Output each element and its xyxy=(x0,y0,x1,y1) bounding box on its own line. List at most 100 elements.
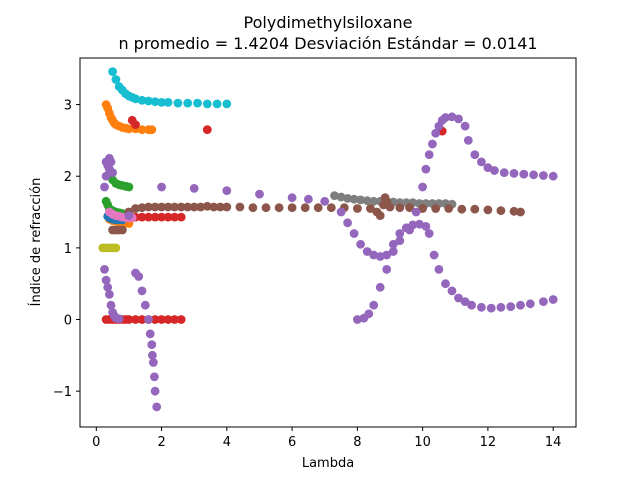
data-point xyxy=(343,194,352,203)
data-point xyxy=(170,315,180,324)
x-axis: 0 2 4 6 8 10 12 14 xyxy=(92,427,561,450)
data-point xyxy=(447,286,457,296)
y-axis-label: Índice de refracción xyxy=(28,178,44,307)
data-point xyxy=(202,99,212,109)
data-point xyxy=(100,265,109,274)
data-point xyxy=(222,202,232,212)
data-point xyxy=(375,211,385,221)
x-tick-label: 6 xyxy=(288,435,296,450)
data-point xyxy=(163,315,173,324)
data-point xyxy=(163,202,173,212)
data-point xyxy=(189,184,199,193)
data-point xyxy=(434,265,444,274)
data-point xyxy=(163,98,173,107)
data-point xyxy=(356,195,365,205)
data-point xyxy=(385,202,395,212)
data-point xyxy=(150,202,160,212)
data-point xyxy=(124,315,134,324)
data-point xyxy=(274,203,284,213)
data-point xyxy=(176,202,186,212)
data-point xyxy=(131,204,140,213)
data-point xyxy=(137,315,147,324)
data-point xyxy=(421,222,431,231)
data-point xyxy=(145,329,155,339)
data-point xyxy=(382,265,392,274)
data-point xyxy=(124,211,134,221)
data-point xyxy=(470,150,480,160)
data-point xyxy=(157,212,167,222)
data-point xyxy=(111,75,121,84)
data-point xyxy=(525,299,535,309)
data-point xyxy=(441,113,450,122)
data-point xyxy=(147,340,157,349)
data-point xyxy=(131,315,140,324)
data-point xyxy=(405,225,414,235)
data-point xyxy=(496,206,506,216)
data-point xyxy=(395,229,405,238)
x-tick-label: 12 xyxy=(480,435,497,450)
data-point xyxy=(150,97,160,107)
data-point xyxy=(431,128,441,138)
x-tick-label: 8 xyxy=(353,435,361,450)
data-point xyxy=(287,193,297,203)
data-point xyxy=(144,96,153,106)
data-point xyxy=(424,229,434,238)
data-point xyxy=(150,315,160,324)
data-point xyxy=(150,386,160,396)
x-tick-label: 10 xyxy=(414,435,431,450)
data-point xyxy=(144,212,153,222)
data-point xyxy=(506,302,516,311)
data-point xyxy=(421,164,431,174)
data-point xyxy=(395,236,405,246)
data-point xyxy=(516,300,525,310)
chart-title: Polydimethylsiloxane xyxy=(244,13,413,32)
data-point xyxy=(548,171,558,181)
data-point xyxy=(486,303,496,313)
y-tick-label: 1 xyxy=(64,242,72,257)
data-point xyxy=(539,297,548,306)
data-point xyxy=(137,286,147,296)
data-point xyxy=(157,315,167,324)
data-point xyxy=(375,282,385,292)
data-point xyxy=(106,300,116,310)
data-point xyxy=(539,171,548,180)
data-point xyxy=(137,125,147,135)
data-point xyxy=(209,202,219,212)
data-point xyxy=(124,182,134,192)
data-point xyxy=(388,239,398,249)
data-point xyxy=(140,300,150,310)
data-point xyxy=(519,169,529,179)
data-point xyxy=(411,207,421,217)
data-point xyxy=(101,157,111,167)
data-point xyxy=(366,204,375,213)
data-point xyxy=(444,204,454,213)
data-point xyxy=(418,182,427,192)
data-point xyxy=(509,169,519,178)
data-point xyxy=(137,203,147,213)
data-point xyxy=(108,67,117,76)
data-point xyxy=(349,229,359,238)
data-point xyxy=(362,196,372,206)
y-tick-label: 2 xyxy=(64,170,72,185)
data-point xyxy=(176,315,186,324)
plot-area xyxy=(98,67,558,412)
data-point xyxy=(101,275,111,285)
data-point xyxy=(349,194,359,204)
data-point xyxy=(369,300,379,310)
data-point xyxy=(418,204,427,213)
data-point xyxy=(183,98,193,108)
data-point xyxy=(516,207,525,217)
x-tick-label: 14 xyxy=(545,435,562,450)
data-point xyxy=(255,189,264,199)
x-tick-label: 4 xyxy=(223,435,231,450)
data-point xyxy=(183,202,193,212)
data-point xyxy=(114,314,124,324)
data-point xyxy=(336,207,346,217)
data-point xyxy=(124,124,134,134)
data-point xyxy=(330,191,339,201)
data-point xyxy=(202,201,212,211)
data-point xyxy=(111,243,121,253)
data-point xyxy=(496,302,506,312)
data-point xyxy=(326,203,336,213)
data-point xyxy=(429,250,439,260)
